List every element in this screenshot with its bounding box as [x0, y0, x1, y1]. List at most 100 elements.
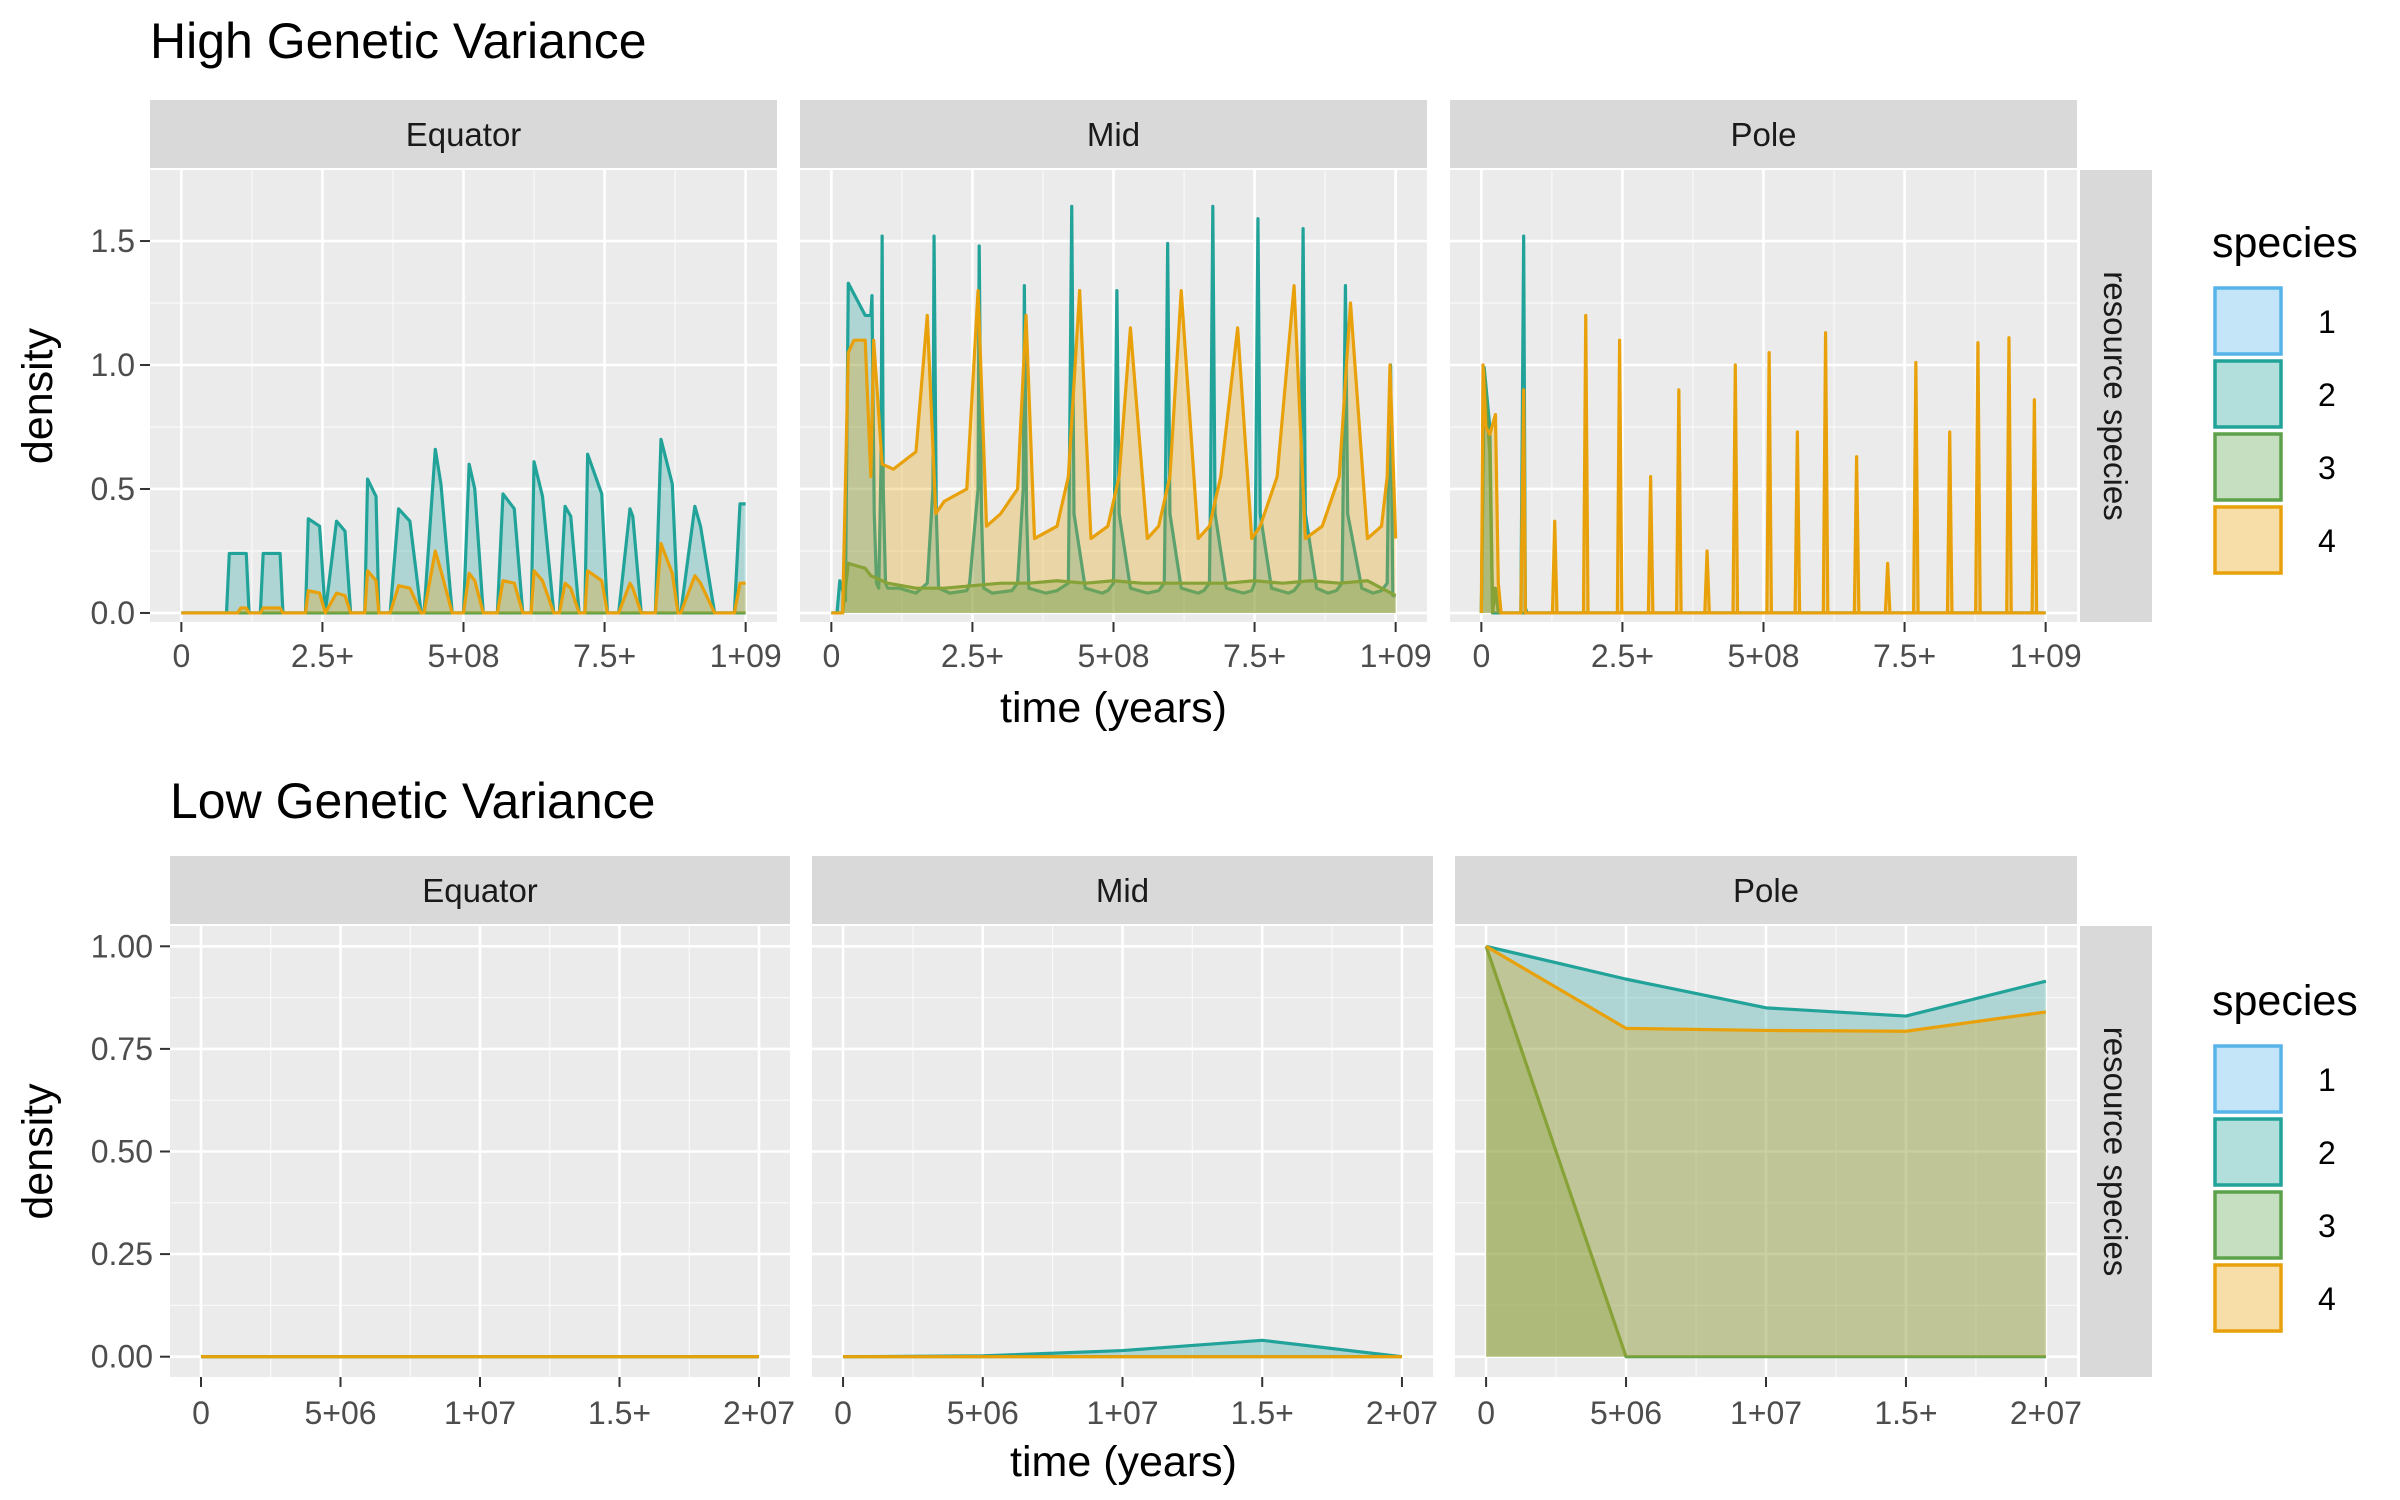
series-3-line	[831, 561, 1397, 615]
row-strip	[2080, 170, 2152, 622]
y-axis-label: density	[14, 327, 62, 464]
series-4-line	[181, 541, 746, 615]
legend-key	[2213, 432, 2283, 502]
series-2-area	[1486, 946, 2046, 1357]
series-4-line	[831, 284, 1398, 615]
series-4-area	[1486, 946, 2046, 1357]
spike-line	[1974, 341, 1982, 613]
y-tick-label: 0.0	[91, 595, 135, 631]
spike-line	[1615, 338, 1624, 613]
spike-line	[1765, 351, 1773, 613]
x-tick-label: 7.5+	[1223, 638, 1286, 674]
x-tick-label: 2+07	[2010, 1395, 2082, 1431]
x-tick-label: 0	[1477, 1395, 1495, 1431]
facet-strip	[812, 856, 1433, 924]
panel-pole: Pole 0 2.5+ 5+08 7.5+ 1+09	[1450, 100, 2082, 674]
y-tick-label: 1.0	[91, 347, 135, 383]
legend-key	[2213, 1190, 2283, 1260]
y-axis-label: density	[14, 1083, 62, 1220]
row-strip	[2080, 926, 2152, 1377]
x-tick-label: 5+08	[1077, 638, 1149, 674]
legend-label: 4	[2318, 523, 2336, 559]
x-tick-label: 0	[172, 638, 190, 674]
panel-pole: Pole 0 5+06 1+07 1.5+ 2+07	[1455, 856, 2082, 1431]
legend-key	[2213, 1117, 2283, 1187]
x-tick-label: 1.5+	[1874, 1395, 1937, 1431]
facet-label: Equator	[406, 116, 522, 153]
x-tick-label: 7.5+	[573, 638, 636, 674]
spike-line	[1646, 474, 1655, 613]
legend-key	[2213, 286, 2283, 356]
series-4-line	[1485, 944, 2047, 1033]
spike-line	[2030, 398, 2039, 613]
x-axis-label: time (years)	[1000, 684, 1227, 732]
series-2-line	[831, 204, 1396, 615]
y-tick-label: 1.00	[91, 928, 153, 964]
facet-label: Equator	[422, 872, 538, 909]
x-tick-label: 1+07	[444, 1395, 516, 1431]
facet-label: Mid	[1087, 116, 1140, 153]
facet-label: Pole	[1730, 116, 1796, 153]
x-tick-label: 1+07	[1086, 1395, 1158, 1431]
series-2-area	[843, 1340, 1402, 1357]
legend-label: 4	[2318, 1281, 2336, 1317]
spike-line	[1945, 430, 1954, 613]
x-tick-label: 1.5+	[1231, 1395, 1294, 1431]
legend-label: 1	[2318, 1062, 2336, 1098]
x-tick-label: 0	[834, 1395, 852, 1431]
x-tick-label: 2.5+	[941, 638, 1004, 674]
chart-title: High Genetic Variance	[150, 13, 647, 69]
x-tick-label: 2.5+	[291, 638, 354, 674]
spike-line	[2005, 336, 2013, 613]
facet-strip	[1450, 100, 2077, 168]
panel-equator: Equator 0 2.5+ 5+08 7.5+ 1+09 0.0 0.5 1.0 1.5	[91, 100, 782, 674]
row-strip-label: resource species	[2097, 1027, 2134, 1276]
spike-line	[1703, 549, 1711, 614]
x-tick-label: 2+07	[723, 1395, 795, 1431]
x-tick-label: 1+09	[2010, 638, 2082, 674]
legend-key	[2213, 359, 2283, 429]
chart-0: High Genetic Variance Equator 0 2.5+ 5+08 7.5…	[14, 13, 2358, 732]
legend-label: 3	[2318, 450, 2336, 486]
y-tick-label: 0.50	[91, 1134, 153, 1170]
spike-line	[1793, 430, 1802, 613]
y-tick-label: 0.00	[91, 1339, 153, 1375]
facet-strip	[170, 856, 790, 924]
spike-line	[1675, 388, 1683, 613]
legend-label: 2	[2318, 377, 2336, 413]
facet-strip	[150, 100, 777, 168]
legend-title: species	[2212, 219, 2358, 267]
x-tick-label: 1+09	[1360, 638, 1432, 674]
spike-line	[1883, 561, 1892, 614]
x-tick-label: 0	[192, 1395, 210, 1431]
x-tick-label: 1+09	[710, 638, 782, 674]
x-tick-label: 5+06	[1590, 1395, 1662, 1431]
legend-key	[2213, 1044, 2283, 1114]
spike-line	[1581, 313, 1590, 613]
spike-line	[1550, 519, 1559, 613]
legend-label: 2	[2318, 1135, 2336, 1171]
y-tick-label: 0.25	[91, 1236, 153, 1272]
panel-equator: Equator 0 5+06 1+07 1.5+ 2+07 0.00 0.25 0.50 0.75…	[91, 856, 795, 1431]
spike-line	[1821, 331, 1830, 613]
x-tick-label: 5+08	[1727, 638, 1799, 674]
x-tick-label: 5+08	[427, 638, 499, 674]
y-tick-label: 0.5	[91, 471, 135, 507]
legend-key	[2213, 1263, 2283, 1333]
panel-mid: Mid 0 5+06 1+07 1.5+ 2+07	[812, 856, 1438, 1431]
series-3-area	[831, 563, 1396, 613]
row-strip-label: resource species	[2097, 271, 2134, 520]
chart-1: Low Genetic Variance Equator 0 5+06 1+07 1.5+…	[14, 773, 2358, 1486]
x-tick-label: 5+06	[947, 1395, 1019, 1431]
spike-line	[1852, 455, 1861, 613]
legend: species 1 2 3 4	[2212, 977, 2358, 1333]
series-4-area	[831, 285, 1396, 613]
x-tick-label: 0	[1472, 638, 1490, 674]
legend-label: 1	[2318, 304, 2336, 340]
x-tick-label: 7.5+	[1873, 638, 1936, 674]
y-tick-label: 0.75	[91, 1031, 153, 1067]
facet-strip	[1455, 856, 2077, 924]
x-tick-label: 5+06	[304, 1395, 376, 1431]
x-tick-label: 1+07	[1730, 1395, 1802, 1431]
